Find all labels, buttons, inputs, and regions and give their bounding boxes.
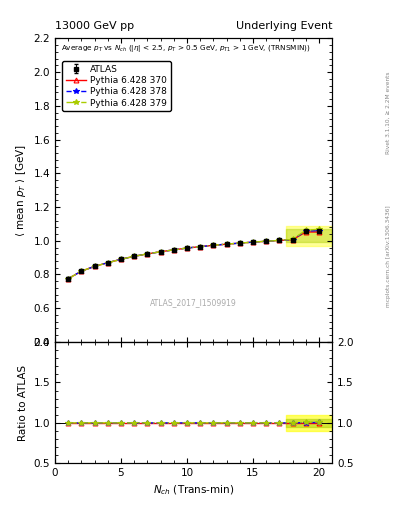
Pythia 6.428 379 bbox=[92, 263, 97, 269]
Pythia 6.428 379 bbox=[237, 240, 242, 246]
Pythia 6.428 370 bbox=[119, 256, 123, 262]
Pythia 6.428 379 bbox=[211, 242, 216, 248]
Pythia 6.428 378 bbox=[303, 228, 308, 234]
Pythia 6.428 370 bbox=[171, 247, 176, 253]
Line: Pythia 6.428 379: Pythia 6.428 379 bbox=[66, 226, 321, 282]
Pythia 6.428 378 bbox=[145, 251, 150, 257]
Pythia 6.428 370 bbox=[316, 229, 321, 235]
Pythia 6.428 370 bbox=[92, 263, 97, 269]
Pythia 6.428 370 bbox=[145, 251, 150, 257]
Pythia 6.428 378 bbox=[171, 247, 176, 253]
Pythia 6.428 379 bbox=[145, 251, 150, 257]
Y-axis label: Ratio to ATLAS: Ratio to ATLAS bbox=[18, 365, 28, 441]
Pythia 6.428 378 bbox=[224, 241, 229, 247]
Pythia 6.428 370 bbox=[66, 275, 71, 282]
Pythia 6.428 370 bbox=[290, 237, 295, 243]
Pythia 6.428 378 bbox=[237, 240, 242, 246]
Pythia 6.428 378 bbox=[158, 249, 163, 255]
Pythia 6.428 378 bbox=[198, 244, 202, 250]
Pythia 6.428 370 bbox=[185, 245, 189, 251]
Text: Average $p_T$ vs $N_{ch}$ ($|\eta|$ < 2.5, $p_T$ > 0.5 GeV, $p_{T1}$ > 1 GeV, (T: Average $p_T$ vs $N_{ch}$ ($|\eta|$ < 2.… bbox=[61, 43, 310, 54]
Line: Pythia 6.428 378: Pythia 6.428 378 bbox=[66, 228, 321, 282]
Pythia 6.428 379 bbox=[158, 249, 163, 255]
Pythia 6.428 378 bbox=[66, 275, 71, 282]
Pythia 6.428 379 bbox=[264, 238, 268, 244]
Pythia 6.428 370 bbox=[198, 244, 202, 250]
Pythia 6.428 379 bbox=[316, 226, 321, 232]
Pythia 6.428 370 bbox=[79, 268, 84, 274]
Pythia 6.428 379 bbox=[198, 244, 202, 250]
Pythia 6.428 378 bbox=[132, 253, 136, 260]
Pythia 6.428 379 bbox=[132, 253, 136, 260]
Pythia 6.428 379 bbox=[171, 247, 176, 253]
Pythia 6.428 378 bbox=[264, 238, 268, 244]
Text: ATLAS_2017_I1509919: ATLAS_2017_I1509919 bbox=[150, 298, 237, 307]
Pythia 6.428 378 bbox=[277, 238, 282, 244]
Pythia 6.428 379 bbox=[303, 227, 308, 233]
Pythia 6.428 370 bbox=[237, 240, 242, 246]
Pythia 6.428 379 bbox=[290, 237, 295, 243]
Legend: ATLAS, Pythia 6.428 370, Pythia 6.428 378, Pythia 6.428 379: ATLAS, Pythia 6.428 370, Pythia 6.428 37… bbox=[62, 61, 171, 111]
Line: Pythia 6.428 370: Pythia 6.428 370 bbox=[66, 229, 321, 281]
Pythia 6.428 370 bbox=[158, 249, 163, 255]
Pythia 6.428 370 bbox=[303, 229, 308, 235]
Pythia 6.428 379 bbox=[224, 241, 229, 247]
Pythia 6.428 370 bbox=[224, 241, 229, 247]
Text: Underlying Event: Underlying Event bbox=[235, 20, 332, 31]
Pythia 6.428 378 bbox=[119, 256, 123, 262]
Text: 13000 GeV pp: 13000 GeV pp bbox=[55, 20, 134, 31]
Pythia 6.428 370 bbox=[132, 253, 136, 260]
Pythia 6.428 379 bbox=[105, 260, 110, 266]
X-axis label: $N_{ch}$ (Trans-min): $N_{ch}$ (Trans-min) bbox=[153, 484, 234, 497]
Pythia 6.428 379 bbox=[79, 268, 84, 274]
Pythia 6.428 379 bbox=[277, 238, 282, 244]
Pythia 6.428 379 bbox=[251, 239, 255, 245]
Text: mcplots.cern.ch [arXiv:1306.3436]: mcplots.cern.ch [arXiv:1306.3436] bbox=[386, 205, 391, 307]
Pythia 6.428 370 bbox=[211, 242, 216, 248]
Pythia 6.428 378 bbox=[79, 268, 84, 274]
Pythia 6.428 378 bbox=[92, 263, 97, 269]
Pythia 6.428 378 bbox=[251, 239, 255, 245]
Pythia 6.428 378 bbox=[185, 245, 189, 251]
Pythia 6.428 370 bbox=[105, 260, 110, 266]
Pythia 6.428 378 bbox=[211, 242, 216, 248]
Pythia 6.428 370 bbox=[251, 239, 255, 245]
Pythia 6.428 379 bbox=[66, 275, 71, 282]
Pythia 6.428 379 bbox=[119, 256, 123, 262]
Pythia 6.428 378 bbox=[290, 237, 295, 243]
Pythia 6.428 379 bbox=[185, 245, 189, 251]
Pythia 6.428 378 bbox=[105, 260, 110, 266]
Text: Rivet 3.1.10, ≥ 2.2M events: Rivet 3.1.10, ≥ 2.2M events bbox=[386, 71, 391, 154]
Pythia 6.428 370 bbox=[264, 238, 268, 244]
Pythia 6.428 370 bbox=[277, 238, 282, 244]
Pythia 6.428 378 bbox=[316, 227, 321, 233]
Y-axis label: $\langle$ mean $p_T$ $\rangle$ [GeV]: $\langle$ mean $p_T$ $\rangle$ [GeV] bbox=[14, 144, 28, 237]
